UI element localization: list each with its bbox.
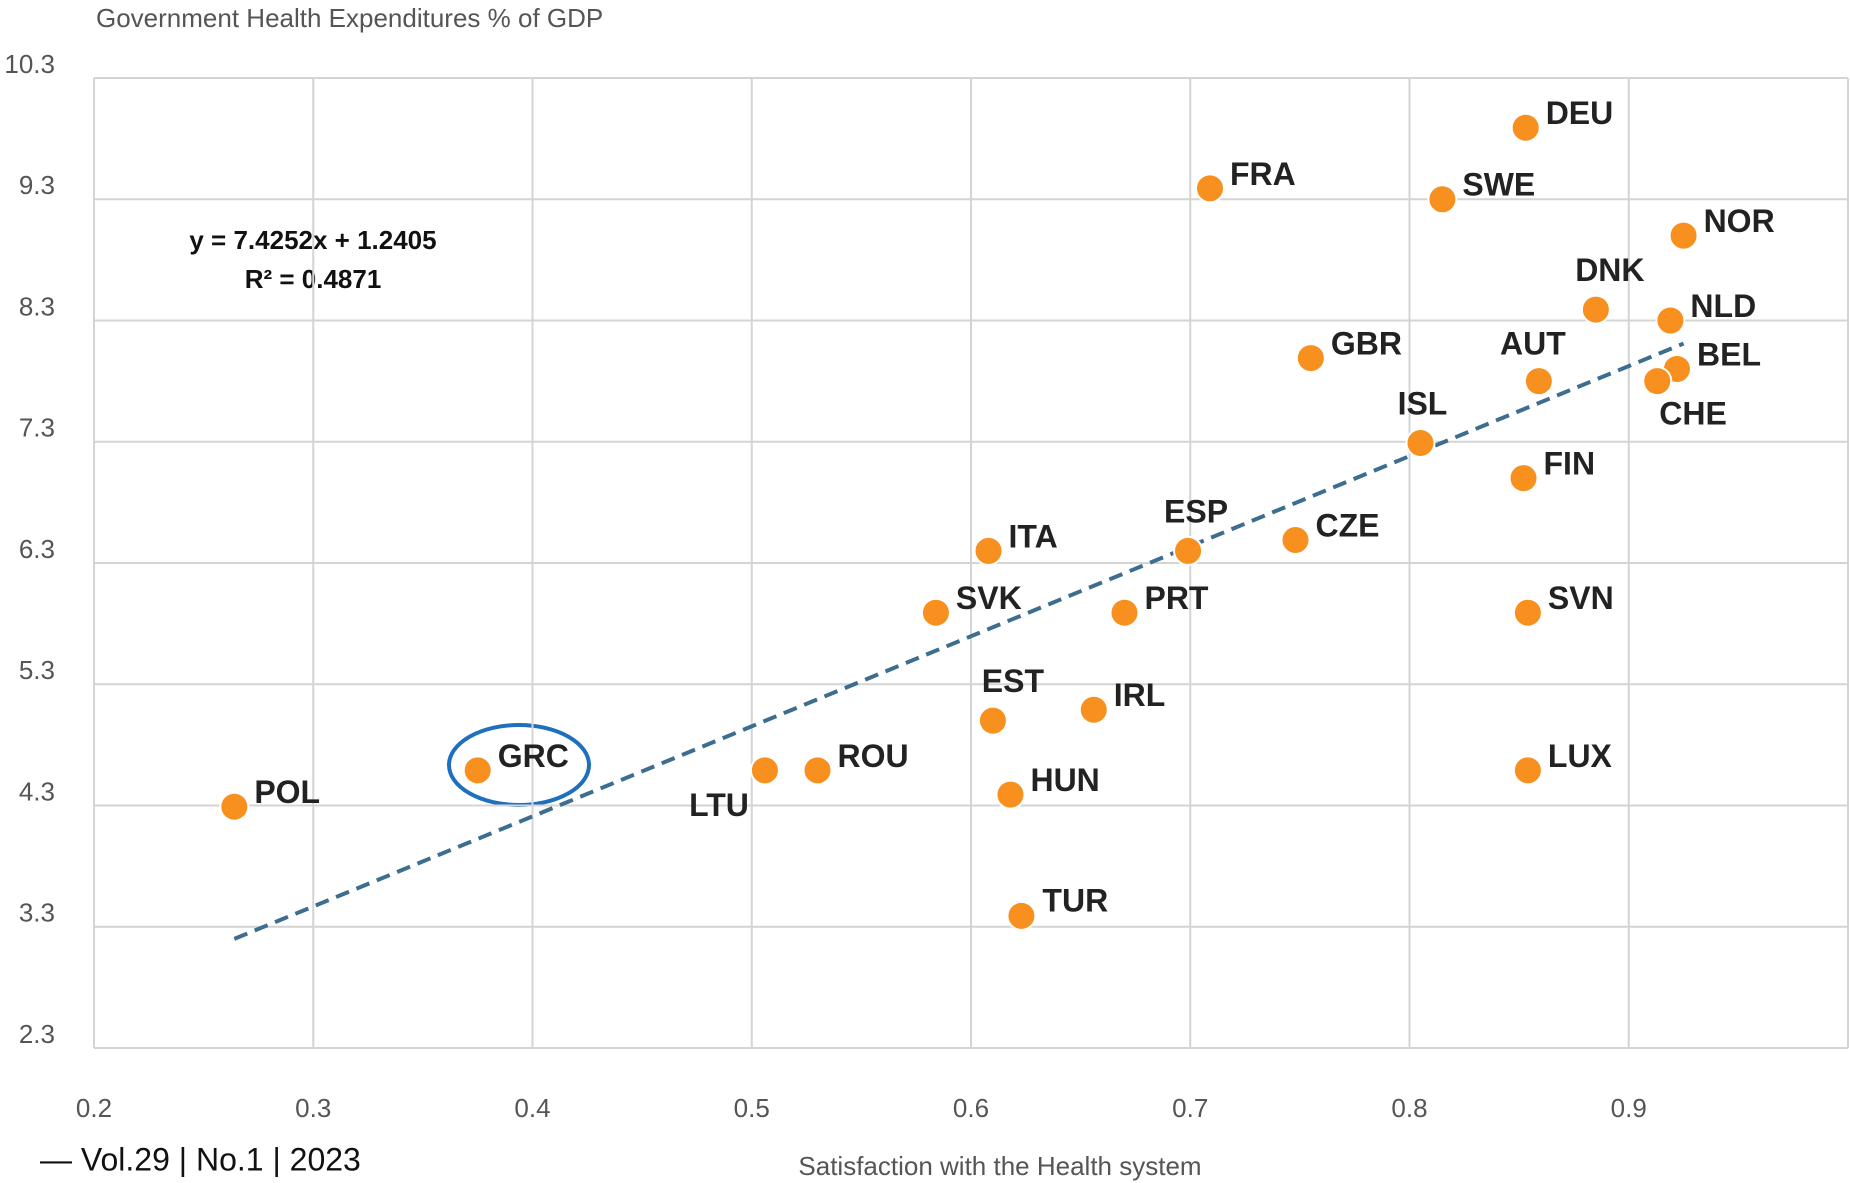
point [1642, 366, 1673, 397]
point-label: SVN [1548, 580, 1614, 616]
point-label: ESP [1164, 493, 1228, 529]
point [1580, 294, 1611, 325]
x-tick-label: 0.5 [734, 1093, 770, 1123]
point [973, 535, 1004, 566]
y-tick-label: 7.3 [19, 413, 55, 443]
point [1508, 463, 1539, 494]
x-tick-label: 0.3 [295, 1093, 331, 1123]
point [1109, 597, 1140, 628]
x-tick-label: 0.6 [953, 1093, 989, 1123]
point [1512, 755, 1543, 786]
point-label: GRC [498, 738, 569, 774]
y-tick-label: 10.3 [4, 49, 55, 79]
point-label: LTU [689, 787, 749, 823]
point [802, 755, 833, 786]
y-tick-label: 8.3 [19, 291, 55, 321]
point-label: DEU [1546, 95, 1614, 131]
point [920, 597, 951, 628]
x-tick-label: 0.7 [1172, 1093, 1208, 1123]
point [1173, 535, 1204, 566]
point-label: FRA [1230, 156, 1296, 192]
point [1405, 427, 1436, 458]
point-label: NOR [1704, 203, 1775, 239]
point [749, 755, 780, 786]
point-label: ISL [1398, 385, 1448, 421]
point-label: NLD [1690, 288, 1756, 324]
point-label: SWE [1462, 167, 1535, 203]
x-tick-label: 0.8 [1391, 1093, 1427, 1123]
point [1280, 524, 1311, 555]
point [1655, 305, 1686, 336]
point [219, 791, 250, 822]
trendline [233, 341, 1685, 941]
point-label: BEL [1697, 336, 1761, 372]
point [1295, 343, 1326, 374]
point [995, 779, 1026, 810]
point [1523, 366, 1554, 397]
point-label: IRL [1114, 677, 1166, 713]
point-label: ROU [838, 738, 909, 774]
point [1668, 220, 1699, 251]
point-label: CZE [1315, 507, 1379, 543]
point [1078, 694, 1109, 725]
point-label: HUN [1030, 762, 1099, 798]
point-label: DNK [1575, 252, 1644, 288]
point-label: EST [982, 663, 1045, 699]
point-label: ITA [1009, 518, 1058, 554]
point [1194, 173, 1225, 204]
chart-title: Government Health Expenditures % of GDP [96, 3, 603, 33]
point-label: LUX [1548, 738, 1613, 774]
footer: — Vol.29 | No.1 | 2023 [40, 1141, 361, 1177]
y-tick-label: 5.3 [19, 655, 55, 685]
x-tick-label: 0.9 [1611, 1093, 1647, 1123]
point-label: GBR [1331, 326, 1402, 362]
point [1006, 900, 1037, 931]
x-tick-label: 0.4 [514, 1093, 550, 1123]
point-label: FIN [1544, 446, 1596, 482]
point [1512, 597, 1543, 628]
point-label: POL [254, 774, 320, 810]
point-label: TUR [1042, 882, 1108, 918]
point-label: PRT [1144, 580, 1208, 616]
point-label: CHE [1659, 396, 1727, 432]
point-label: SVK [956, 580, 1022, 616]
y-tick-label: 3.3 [19, 898, 55, 928]
point [1510, 112, 1541, 143]
y-tick-label: 4.3 [19, 776, 55, 806]
point [977, 705, 1008, 736]
point-label: AUT [1500, 326, 1566, 362]
x-tick-label: 0.2 [76, 1093, 112, 1123]
point [462, 755, 493, 786]
x-axis-label: Satisfaction with the Health system [798, 1151, 1201, 1181]
point [1427, 184, 1458, 215]
y-tick-label: 6.3 [19, 534, 55, 564]
y-tick-label: 2.3 [19, 1019, 55, 1049]
y-tick-label: 9.3 [19, 170, 55, 200]
